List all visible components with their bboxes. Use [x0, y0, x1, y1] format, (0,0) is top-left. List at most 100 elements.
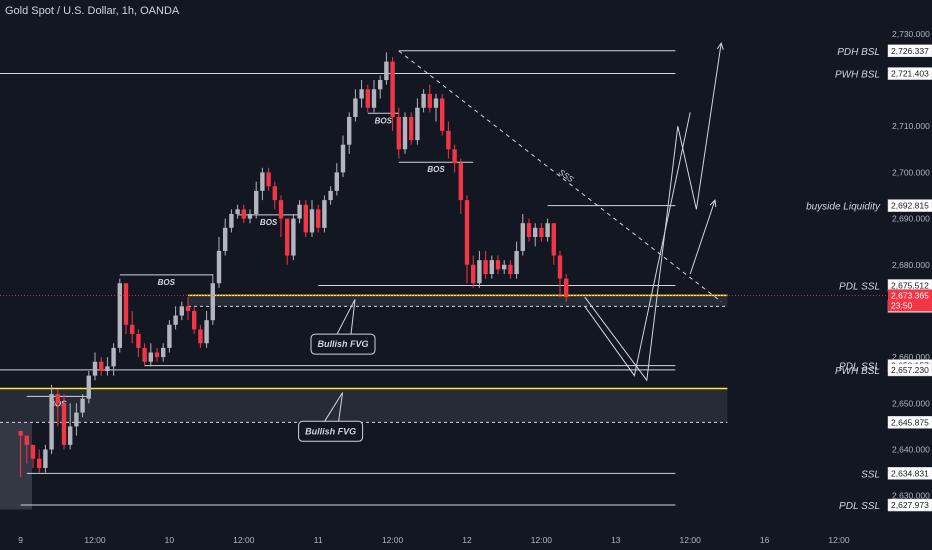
- candle-body: [235, 209, 240, 214]
- x-tick-label: 12:00: [828, 535, 850, 545]
- candle-body: [173, 315, 178, 325]
- candle-body: [123, 283, 129, 325]
- level-price-tag: 2,627.973: [891, 500, 929, 510]
- candle-body: [502, 264, 507, 270]
- candle-body: [179, 306, 184, 316]
- candle-body: [241, 209, 246, 219]
- candle-body: [24, 435, 29, 445]
- level-price-tag-bg: [887, 44, 932, 58]
- current-price-tag: 2,673.365: [891, 290, 929, 300]
- candle-body: [526, 223, 532, 238]
- y-tick-label: 2,640.000: [892, 444, 930, 454]
- candle-body: [210, 283, 215, 321]
- candle-body: [229, 213, 234, 228]
- y-tick-label: 2,700.000: [892, 167, 930, 177]
- candle-body: [378, 80, 383, 90]
- candle-body: [309, 209, 315, 233]
- candle-body: [192, 310, 197, 330]
- candle-body: [533, 227, 538, 238]
- level-price-tag: 2,721.403: [891, 69, 929, 79]
- candle-body: [185, 306, 191, 311]
- candle-body: [223, 227, 228, 251]
- x-tick-label: 12: [462, 535, 472, 545]
- fvg-price-tag: 2,645.875: [891, 417, 929, 427]
- projection-arrowhead: [716, 41, 724, 50]
- candle-body: [489, 260, 494, 274]
- y-tick-label: 2,730.000: [892, 29, 930, 39]
- projection-path-a: [584, 112, 691, 377]
- bos-label: BOS: [375, 116, 393, 125]
- level-price-tag-bg: [887, 199, 932, 212]
- y-tick-label: 2,690.000: [892, 214, 930, 224]
- candle-body: [328, 190, 333, 201]
- candle-body: [303, 204, 308, 233]
- candle-body: [464, 200, 470, 265]
- level-price-tag: 2,675.512: [891, 280, 929, 290]
- candle-body: [384, 61, 389, 81]
- level-label: PDL SSL: [839, 501, 880, 512]
- level-price-tag-bg: [887, 67, 932, 80]
- x-tick-label: 12:00: [84, 535, 106, 545]
- candle-body: [198, 329, 203, 344]
- level-price-tag: 2,657.230: [891, 365, 929, 375]
- candle-body: [105, 366, 110, 371]
- fvg-price-tag-bg: [887, 416, 932, 429]
- candle-body: [359, 89, 364, 99]
- candle-body: [365, 89, 370, 108]
- fvg-callout-box: [310, 333, 376, 355]
- x-tick-label: 12:00: [680, 535, 702, 545]
- candle-body: [247, 213, 253, 219]
- candle-body: [322, 200, 327, 228]
- candle-body: [539, 227, 544, 238]
- projection-path-b: [689, 199, 716, 275]
- candle-body: [508, 264, 513, 274]
- x-tick-label: 11: [314, 535, 323, 545]
- candle-body: [483, 260, 488, 274]
- y-tick-label: 2,660.000: [892, 352, 930, 362]
- candle-body: [396, 116, 401, 150]
- candle-body: [80, 398, 85, 413]
- level-label: buyside Liquidity: [806, 202, 881, 213]
- candle-body: [340, 144, 346, 173]
- fvg-zone: [188, 295, 728, 307]
- candle-body: [161, 347, 166, 358]
- candle-body: [111, 347, 116, 367]
- level-price-tag: 2,726.337: [891, 46, 929, 56]
- candle-body: [353, 98, 358, 117]
- x-tick-label: 12:00: [531, 535, 553, 545]
- candle-body: [216, 250, 222, 284]
- candle-body: [297, 204, 302, 219]
- level-price-tag: 2,634.831: [891, 468, 929, 478]
- x-tick-label: 12:00: [382, 535, 404, 545]
- candle-body: [49, 394, 54, 450]
- candle-body: [520, 223, 525, 251]
- candle-body: [68, 426, 73, 445]
- candle-body: [99, 361, 104, 371]
- level-label: SSL: [861, 469, 880, 480]
- candle-body: [167, 324, 172, 348]
- level-label: PWH BSL: [835, 366, 880, 377]
- candle-body: [551, 223, 556, 256]
- candle-body: [334, 172, 339, 191]
- candle-body: [446, 130, 451, 150]
- candle-body: [285, 218, 290, 256]
- y-tick-label: 2,630.000: [892, 491, 930, 501]
- candle-body: [278, 200, 284, 219]
- projection-path: [584, 43, 722, 382]
- candle-body: [136, 334, 141, 348]
- candle-body: [495, 260, 501, 270]
- x-tick-label: 13: [611, 535, 621, 545]
- fvg-callout-label: Bullish FVG: [305, 426, 356, 436]
- candle-body: [421, 93, 426, 108]
- candle-body: [154, 352, 160, 358]
- level-price-tag-bg: [887, 498, 932, 512]
- candle-body: [61, 403, 67, 445]
- price-axis: [886, 0, 932, 550]
- level-label: PWH BSL: [835, 70, 880, 81]
- bos-label: BOS: [260, 218, 278, 227]
- candle-body: [43, 449, 48, 468]
- candle-body: [316, 209, 321, 228]
- candle-body: [272, 186, 277, 201]
- candle-body: [260, 172, 265, 191]
